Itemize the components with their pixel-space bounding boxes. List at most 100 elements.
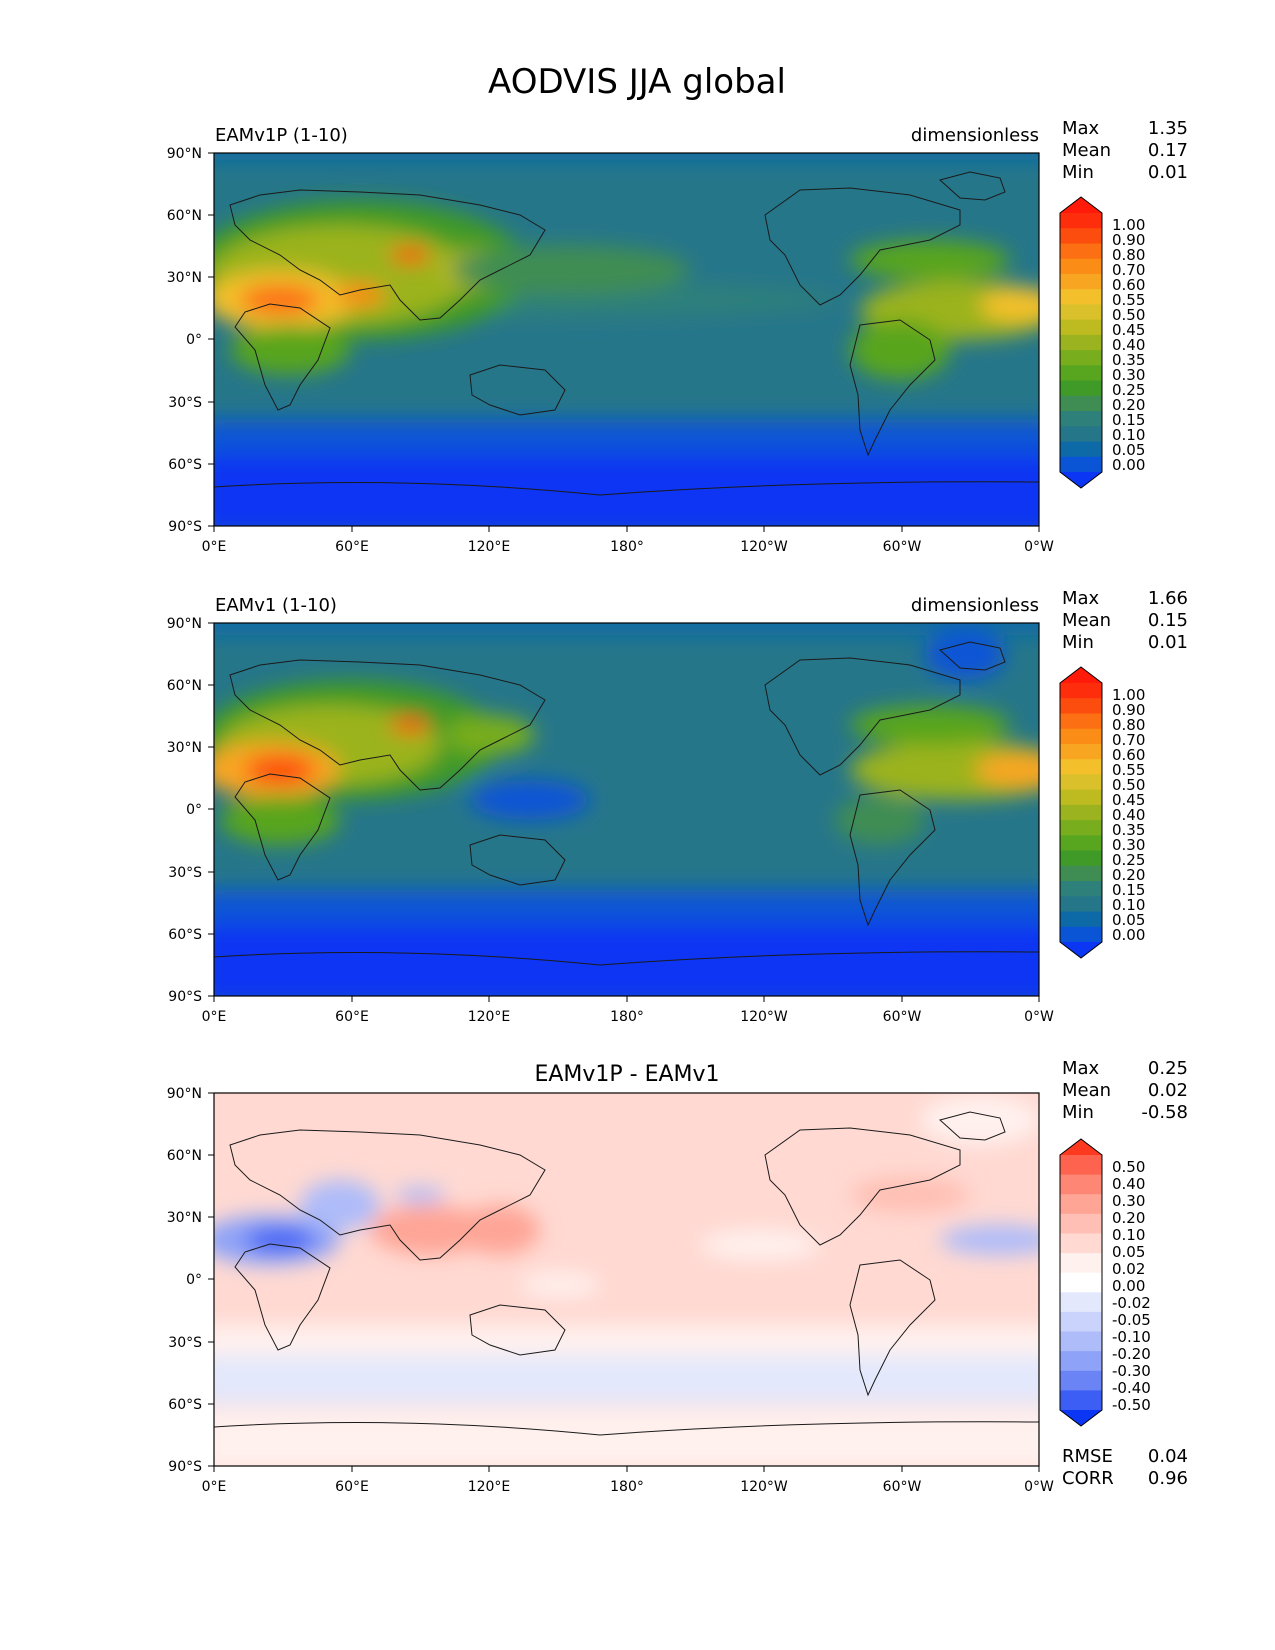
- colorbar-tick-label: 0.30: [1112, 1192, 1145, 1210]
- atlantic-negative: [940, 1225, 1039, 1255]
- lon-tick-label: 60°E: [335, 1479, 369, 1495]
- colorbar-swatch: [1060, 789, 1102, 806]
- colorbar-swatch: [1060, 1390, 1102, 1411]
- colorbar-swatch: [1060, 1351, 1102, 1372]
- colorbar-swatch: [1060, 1311, 1102, 1333]
- colorbar-tick-label: 0.80: [1112, 716, 1145, 734]
- colorbar-tick-label: 0.50: [1112, 776, 1145, 794]
- lat-tick-label: 30°N: [167, 740, 202, 756]
- pacific-plume: [450, 245, 690, 295]
- colorbar-tick-label: 0.35: [1112, 351, 1145, 369]
- pacific-neutral: [520, 1273, 600, 1297]
- stat-value: 0.17: [1148, 140, 1188, 161]
- colorbar-tick-label: -0.20: [1112, 1345, 1151, 1363]
- lat-tick-label: 60°S: [168, 457, 202, 473]
- colorbar-swatch: [1060, 1331, 1102, 1352]
- tick-mark-lat: [208, 622, 214, 997]
- colorbar-labels: 1.00 0.90 0.80 0.70 0.60 0.55 0.50 0.45 …: [1112, 216, 1145, 474]
- lon-ticks: 0°E 60°E 120°E 180° 120°W 60°W 0°W: [202, 996, 1054, 1025]
- lat-tick-label: 90°N: [167, 1086, 202, 1102]
- lat-tick-label: 0°: [186, 1272, 202, 1288]
- lon-tick-label: 0°E: [202, 539, 227, 555]
- lon-tick-label: 120°W: [740, 1009, 788, 1025]
- stat-value: 0.96: [1148, 1468, 1188, 1489]
- colorbar-swatch: [1060, 441, 1102, 458]
- lon-tick-label: 120°W: [740, 539, 788, 555]
- lat-tick-label: 30°N: [167, 270, 202, 286]
- lat-tick-label: 30°S: [168, 395, 202, 411]
- colorbar-tick-label: 0.10: [1112, 896, 1145, 914]
- colorbar-tick-label: 0.15: [1112, 881, 1145, 899]
- south-america-plume: [835, 795, 925, 845]
- colorbar-tick-label: 1.00: [1112, 686, 1145, 704]
- colorbar-tick-label: -0.40: [1112, 1379, 1151, 1397]
- colorbar-swatch: [1060, 1253, 1102, 1274]
- panel-1: EAMv1 (1-10) dimensionless: [167, 588, 1188, 1025]
- stat-label: Max: [1062, 118, 1100, 139]
- colorbar-swatch: [1060, 1155, 1102, 1176]
- tick-mark-lon: [213, 1466, 1040, 1472]
- colorbar-0: 1.00 0.90 0.80 0.70 0.60 0.55 0.50 0.45 …: [1059, 196, 1145, 489]
- colorbar-tick-label: 0.05: [1112, 441, 1145, 459]
- colorbar-swatch: [1060, 395, 1102, 412]
- north-atlantic-plume: [850, 240, 1010, 280]
- colorbar-extend-bottom: [1060, 942, 1102, 958]
- africa-south-plume: [230, 325, 350, 375]
- colorbar-swatch: [1060, 456, 1102, 473]
- polar-band-north: [214, 623, 1039, 635]
- lat-tick-label: 30°S: [168, 1335, 202, 1351]
- lon-tick-label: 120°E: [468, 1479, 511, 1495]
- colorbar-tick-label: 0.00: [1112, 456, 1145, 474]
- colorbar-swatch: [1060, 365, 1102, 382]
- colorbar-swatch: [1060, 1370, 1102, 1391]
- aod-map-1: [214, 623, 1039, 996]
- colorbar-swatch: [1060, 713, 1102, 730]
- colorbar-outline: [1059, 666, 1103, 959]
- lat-ticks: 90°N 60°N 30°N 0° 30°S 60°S 90°S: [167, 616, 214, 1005]
- coastlines: [214, 1111, 1039, 1436]
- colorbar-swatch: [1060, 804, 1102, 821]
- lon-tick-label: 60°W: [883, 1009, 922, 1025]
- antarctic-band: [214, 455, 1039, 526]
- panel-center-title: EAMv1P - EAMv1: [534, 1062, 719, 1087]
- stat-label: Min: [1062, 632, 1094, 653]
- colorbar-swatches: [1059, 196, 1103, 489]
- tick-mark-lon: [213, 526, 1040, 532]
- colorbar-tick-label: 0.45: [1112, 791, 1145, 809]
- lat-tick-label: 90°S: [168, 1459, 202, 1475]
- taklimakan-core: [390, 717, 430, 733]
- stat-label: Max: [1062, 588, 1100, 609]
- colorbar-swatch: [1060, 1213, 1102, 1235]
- stat-value: -0.58: [1141, 1102, 1188, 1123]
- colorbar-tick-label: 0.10: [1112, 1226, 1145, 1244]
- lon-tick-label: 180°: [610, 1479, 644, 1495]
- colorbar-swatch: [1060, 926, 1102, 943]
- colorbar-tick-label: 0.35: [1112, 821, 1145, 839]
- greenland-low: [925, 630, 1005, 680]
- colorbar-swatch: [1060, 411, 1102, 427]
- stats-box: Max 1.66 Mean 0.15 Min 0.01: [1062, 588, 1188, 653]
- colorbar-swatch: [1060, 380, 1102, 397]
- colorbar-swatch: [1060, 1233, 1102, 1254]
- colorbar-outline: [1059, 1138, 1103, 1427]
- colorbar-tick-label: 0.40: [1112, 806, 1145, 824]
- colorbar-tick-label: 0.80: [1112, 246, 1145, 264]
- colorbar-swatch: [1060, 1292, 1102, 1313]
- panel-0: EAMv1P (1-10) dimensionless: [167, 118, 1188, 555]
- panel-left-title: EAMv1 (1-10): [215, 595, 337, 616]
- arabia-negative: [300, 1180, 380, 1230]
- error-stats-box: RMSE 0.04 CORR 0.96: [1062, 1446, 1188, 1489]
- east-asia-positive: [460, 1205, 540, 1255]
- colorbar-tick-label: -0.02: [1112, 1294, 1151, 1312]
- north-america-positive: [850, 1177, 970, 1213]
- colorbar-tick-label: 0.20: [1112, 396, 1145, 414]
- east-asia-plume: [445, 715, 535, 755]
- colorbar-tick-label: 0.55: [1112, 761, 1145, 779]
- colorbar-tick-label: 0.40: [1112, 336, 1145, 354]
- west-pacific-low: [470, 780, 590, 820]
- colorbar-swatch: [1060, 319, 1102, 336]
- atlantic-core: [975, 752, 1039, 788]
- lon-tick-label: 0°W: [1024, 1479, 1054, 1495]
- stats-box: Max 1.35 Mean 0.17 Min 0.01: [1062, 118, 1188, 183]
- colorbar-swatch: [1060, 911, 1102, 928]
